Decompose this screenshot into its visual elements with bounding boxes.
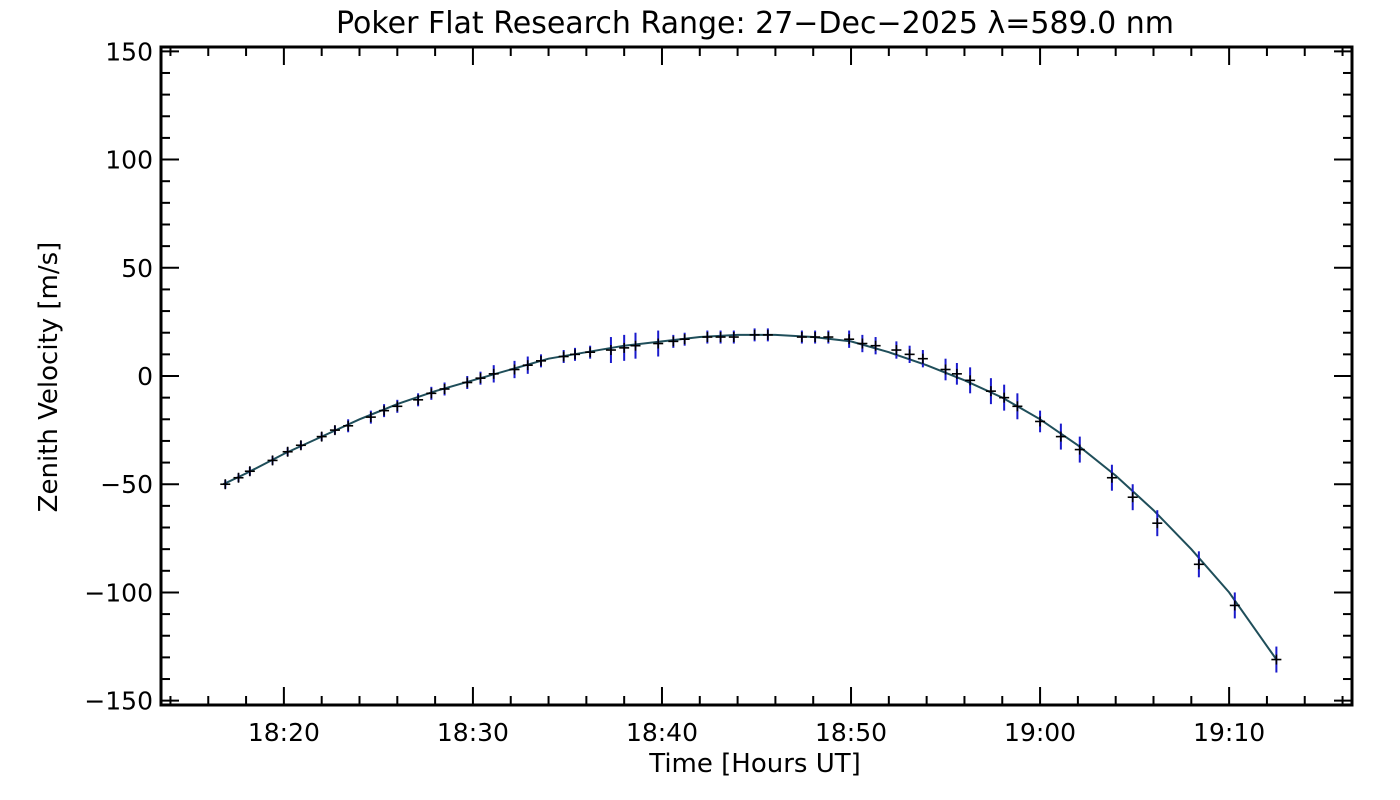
data-point [509,360,520,379]
data-point [462,376,473,389]
x-tick-label: 19:00 [1004,718,1076,747]
x-tick-label: 18:50 [815,718,887,747]
x-tick-label: 18:30 [437,718,509,747]
y-tick-label: 100 [105,146,153,175]
data-point [951,363,962,385]
data-point [439,382,450,396]
data-point [1035,410,1046,433]
data-point [679,332,690,346]
data-point [1229,592,1240,619]
data-point [558,350,569,364]
y-tick-label: −50 [100,470,153,499]
x-tick-label: 18:40 [626,718,698,747]
data-point [426,386,437,400]
data-point [999,384,1010,411]
y-tick-label: 50 [121,254,153,283]
data-point [985,378,996,405]
data-point [823,330,834,344]
data-point [316,431,327,442]
data-point [702,330,713,344]
data-point [488,365,499,383]
y-tick-label: −150 [84,687,153,716]
data-point [1012,393,1023,420]
data-point [857,334,868,353]
data-point [810,330,821,344]
data-point [940,358,951,381]
data-point [844,330,855,348]
data-point [630,332,641,359]
data-point [295,440,306,451]
data-point [891,341,902,359]
data-point [392,399,403,413]
y-axis-label: Zenith Velocity [m/s] [34,242,64,513]
data-point [749,328,760,342]
x-tick-label: 18:20 [248,718,320,747]
y-tick-label: −100 [84,578,153,607]
data-point [728,330,739,344]
chart-title: Poker Flat Research Range: 27−Dec−2025 λ… [336,6,1174,41]
y-tick-label: 150 [105,37,153,66]
x-axis-label: Time [Hours UT] [648,749,861,779]
data-point [1152,510,1163,537]
data-point [653,330,664,357]
data-point [282,446,293,457]
data-point [619,334,630,361]
fit-curve-line [222,333,1278,661]
data-point [762,328,773,342]
data-point [1106,464,1117,491]
data-point [1271,646,1282,673]
data-point [233,472,244,483]
data-point [522,356,533,374]
data-points-layer [220,328,1282,673]
fit-curve-layer [222,333,1278,661]
plot-frame [159,45,1354,707]
data-point [475,371,486,385]
data-point [329,425,340,436]
axes: 150 100 50 0 −50 −100 −150 18:20 18:30 18:40 18:50… [84,37,1354,747]
data-point [365,410,376,424]
data-point [605,337,616,364]
data-point [244,466,255,477]
y-tick-label: 0 [137,362,153,391]
data-point [1055,423,1066,450]
data-point [585,345,596,359]
data-point [343,419,354,433]
data-point [715,330,726,344]
data-point [570,347,581,361]
data-point [796,330,807,344]
data-point [1127,484,1138,511]
data-point [668,334,679,348]
data-point [904,345,915,364]
data-point [1193,551,1204,578]
data-point [870,337,881,355]
data-point [535,354,546,368]
data-point [965,367,976,394]
x-tick-label: 19:10 [1193,718,1265,747]
data-point [1074,436,1085,463]
data-point [917,350,928,368]
data-point [413,393,424,407]
data-point [379,404,390,418]
data-point [267,455,278,466]
data-point [220,479,231,490]
